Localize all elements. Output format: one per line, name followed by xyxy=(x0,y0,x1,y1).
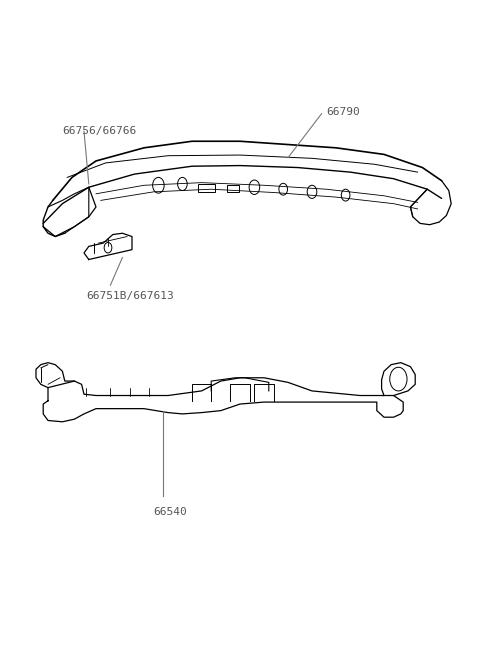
Bar xyxy=(198,184,215,192)
Text: 66540: 66540 xyxy=(154,507,187,518)
Text: 66790: 66790 xyxy=(326,106,360,117)
Text: 66751B/667613: 66751B/667613 xyxy=(86,290,174,301)
Bar xyxy=(227,185,239,192)
Text: 66756/66766: 66756/66766 xyxy=(62,126,137,137)
